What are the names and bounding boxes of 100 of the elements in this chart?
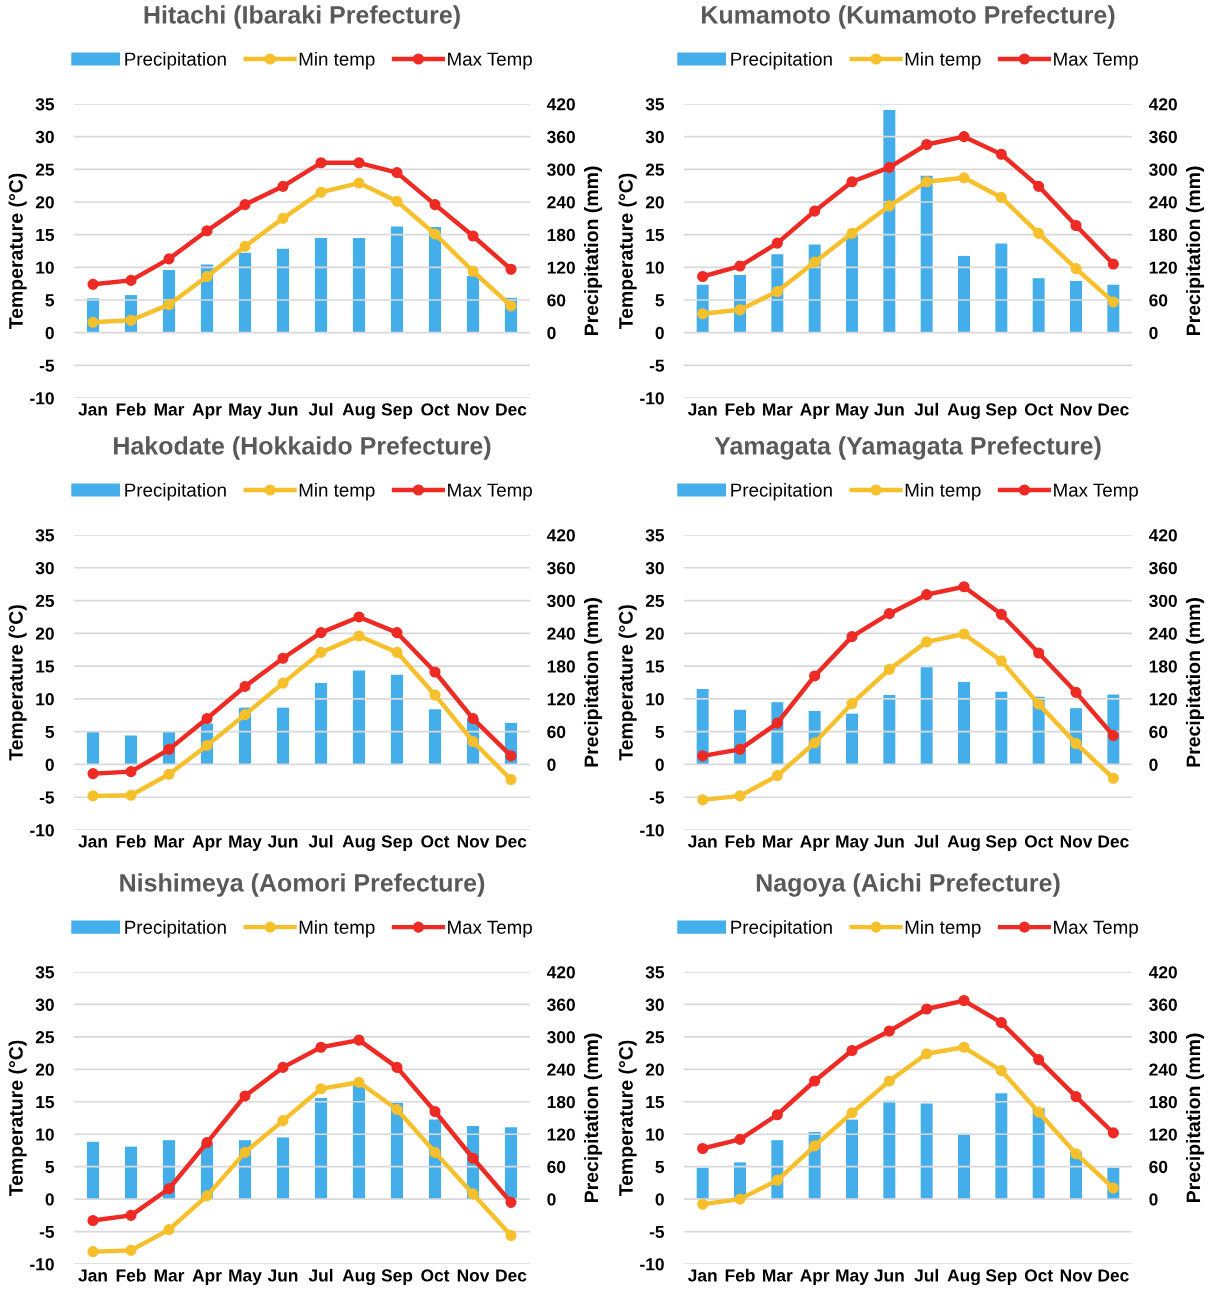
legend-label: Min temp	[299, 482, 375, 501]
y-tick-label: 20	[35, 196, 54, 209]
x-tick-label: May	[229, 1269, 262, 1286]
bar	[958, 681, 970, 765]
point	[771, 1174, 783, 1186]
x-tick-label: Apr	[800, 403, 830, 420]
bar	[504, 1127, 518, 1200]
point	[734, 260, 746, 272]
y2-tick-label: 300	[547, 594, 575, 608]
y-tick-label: 30	[35, 130, 54, 144]
point	[697, 1198, 709, 1210]
bar	[1032, 278, 1045, 333]
bar	[276, 248, 290, 333]
point	[846, 1107, 858, 1119]
point	[1033, 647, 1045, 659]
point	[125, 274, 137, 286]
x-tick-label: Mar	[154, 403, 185, 416]
y-tick-label: 35	[645, 98, 665, 111]
point	[1107, 258, 1119, 270]
x-tick-label: Jun	[267, 403, 298, 416]
x-tick-label: May	[836, 1269, 869, 1286]
y2-tick-label: 420	[1148, 98, 1177, 111]
bar	[314, 683, 328, 765]
x-tick-label: Jan	[687, 403, 717, 416]
y-tick-label: -10	[640, 824, 664, 837]
x-tick-label: Aug	[342, 835, 375, 852]
chart-title: Yamagata (Yamagata Prefecture)	[714, 436, 1101, 460]
point	[505, 300, 517, 312]
y-tick-label: 10	[646, 261, 664, 274]
y-tick-label: 35	[35, 98, 55, 111]
point	[353, 157, 365, 169]
point	[771, 1109, 783, 1121]
point	[697, 750, 709, 762]
x-tick-label: Oct	[1024, 1269, 1053, 1282]
chart-title: Hakodate (Hokkaido Prefecture)	[114, 436, 491, 460]
x-tick-label: Oct	[421, 835, 450, 848]
y-tick-label: 35	[35, 966, 55, 979]
point	[87, 1246, 99, 1258]
y-tick-label: 15	[646, 660, 665, 673]
x-tick-label: Dec	[496, 835, 527, 848]
y2-tick-label: 300	[1149, 163, 1177, 176]
y-tick-label: 5	[655, 294, 665, 307]
y-tick-label: 30	[35, 561, 54, 575]
point	[315, 1041, 327, 1053]
y-tick-label: 25	[645, 163, 665, 176]
point	[734, 1193, 746, 1205]
y-tick-label: 20	[645, 627, 664, 640]
x-tick-label: Dec	[1098, 403, 1129, 416]
legend-label: Max Temp	[1054, 483, 1138, 501]
x-tick-label: Sep	[381, 835, 413, 852]
y-tick-label: 0	[45, 1193, 54, 1206]
point	[315, 1083, 327, 1095]
point	[734, 1133, 746, 1145]
y-tick-label: 35	[645, 966, 665, 979]
bar	[86, 731, 100, 765]
y-tick-label: 10	[646, 693, 664, 706]
point	[163, 299, 175, 311]
point	[429, 666, 441, 678]
point	[1033, 698, 1045, 710]
bar	[696, 1167, 709, 1200]
chart-title: Nishimeya (Aomori Prefecture)	[120, 873, 485, 897]
y2-tick-label: 300	[1149, 1031, 1177, 1044]
y2-tick-label: 240	[1149, 627, 1177, 640]
point	[883, 608, 895, 620]
point	[467, 1188, 479, 1200]
y-tick-label: 0	[45, 326, 54, 340]
chart-title: Kumamoto (Kumamoto Prefecture)	[702, 5, 1115, 29]
y2-tick-label: 0	[547, 758, 556, 771]
point	[391, 1061, 403, 1073]
point	[315, 157, 327, 169]
bar	[124, 1146, 138, 1200]
point	[771, 285, 783, 298]
bar	[846, 234, 858, 333]
bar	[920, 1103, 933, 1200]
point	[505, 263, 517, 275]
y2-tick-label: 60	[1149, 725, 1168, 739]
y2-tick-label: 120	[1149, 1128, 1177, 1141]
y2-tick-label: 240	[547, 1063, 575, 1076]
legend-label: Precipitation	[731, 482, 832, 501]
y2-tick-label: 360	[547, 130, 575, 144]
point	[239, 709, 251, 721]
x-tick-label: Mar	[763, 835, 793, 848]
x-tick-label: Jan	[78, 835, 107, 848]
x-tick-label: Jun	[874, 403, 904, 416]
y2-tick-label: 120	[547, 693, 575, 706]
x-tick-label: May	[836, 403, 869, 420]
point	[315, 646, 327, 658]
point	[958, 994, 970, 1007]
y2-tick-label: 120	[547, 261, 575, 274]
point	[697, 270, 709, 283]
point	[809, 1140, 821, 1152]
y-tick-label: 5	[45, 1161, 55, 1174]
point	[1107, 772, 1119, 784]
point	[239, 240, 251, 252]
bar	[920, 667, 933, 765]
y-tick-label: -10	[30, 1258, 54, 1271]
y-tick-label: 10	[36, 261, 54, 274]
y2-tick-label: 300	[547, 163, 575, 176]
point	[734, 743, 746, 755]
point	[1070, 737, 1082, 750]
